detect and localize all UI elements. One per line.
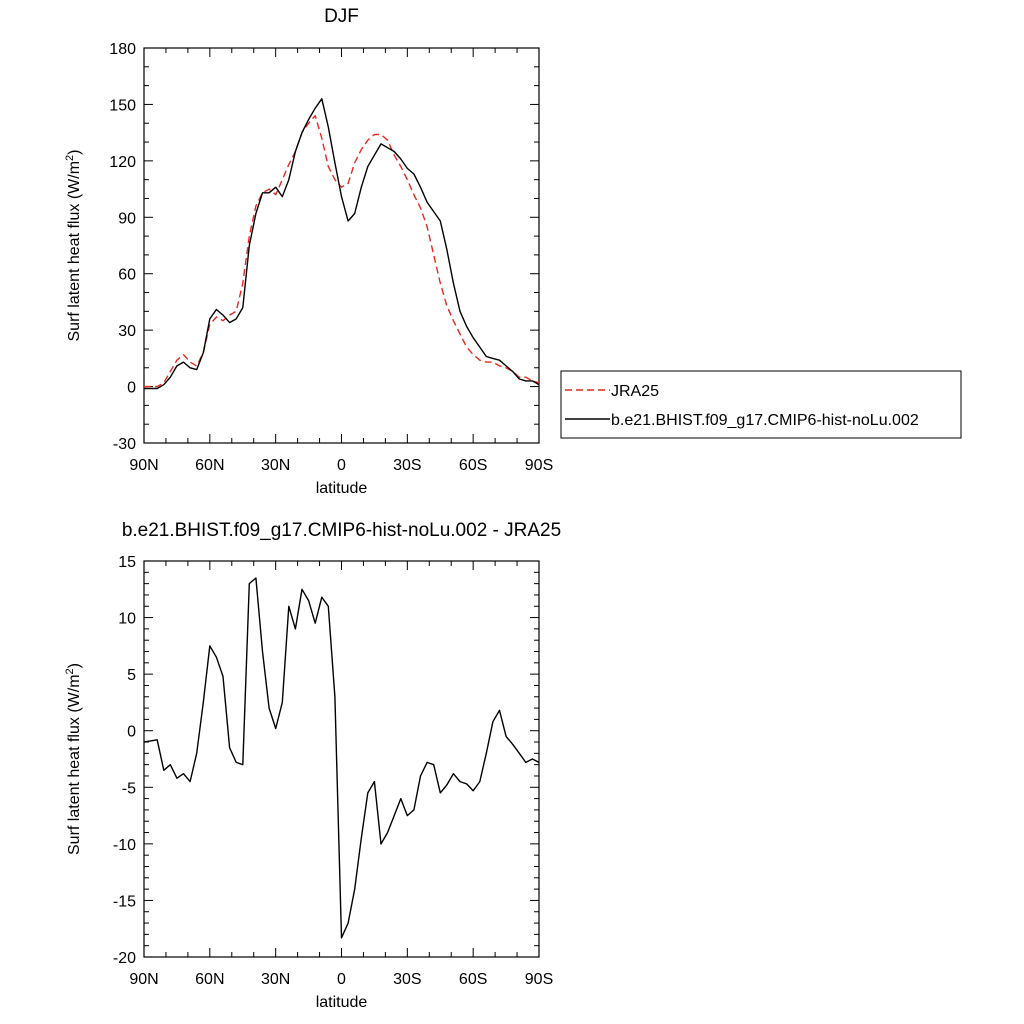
y-tick-label: 0 [127,724,136,741]
series-line-0 [144,114,540,388]
x-tick-label: 30N [261,457,290,474]
y-tick-label: 120 [109,154,136,171]
x-tick-label: 90S [525,971,553,988]
legend: JRA25 b.e21.BHIST.f09_g17.CMIP6-hist-noLu… [560,370,962,439]
y-axis-label-close: ) [66,150,83,155]
series-line-1 [144,98,540,390]
x-axis-label: latitude [316,994,368,1011]
y-tick-label: 60 [118,267,136,284]
y-tick-label: 180 [109,41,136,58]
legend-label-0: JRA25 [611,383,659,400]
y-tick-label: 150 [109,97,136,114]
y-axis-label-sup: 2 [64,155,76,161]
x-tick-label: 90N [129,457,158,474]
x-tick-label: 60S [459,971,487,988]
y-tick-label: 90 [118,210,136,227]
y-tick-label: -20 [113,950,136,967]
y-axis-label-text: Surf latent heat flux (W/m [66,161,83,342]
y-axis-label-close: ) [66,663,83,668]
x-tick-label: 30S [393,457,421,474]
chart-title: b.e21.BHIST.f09_g17.CMIP6-hist-noLu.002 … [122,520,561,541]
plot-frame [143,560,540,958]
plot-frame [143,47,540,444]
y-tick-label: -10 [113,837,136,854]
y-axis-label-sup: 2 [64,668,76,674]
y-tick-label: -15 [113,893,136,910]
y-tick-label: 5 [127,667,136,684]
x-tick-label: 60S [459,457,487,474]
x-tick-label: 90S [525,457,553,474]
y-tick-label: -5 [122,780,136,797]
legend-label-1: b.e21.BHIST.f09_g17.CMIP6-hist-noLu.002 [611,412,919,429]
y-tick-label: 15 [118,554,136,571]
x-tick-label: 30S [393,971,421,988]
y-tick-label: 10 [118,611,136,628]
x-tick-label: 60N [195,971,224,988]
y-tick-label: -30 [113,436,136,453]
y-axis-label-text: Surf latent heat flux (W/m [66,674,83,855]
series-line-0 [143,577,540,939]
y-tick-label: 30 [118,323,136,340]
x-tick-label: 0 [337,457,346,474]
x-tick-label: 60N [195,457,224,474]
y-axis-label: Surf latent heat flux (W/m2) [64,663,83,855]
legend-box [560,370,962,439]
chart-title: DJF [324,6,359,27]
x-axis-label: latitude [316,480,368,497]
y-axis-label: Surf latent heat flux (W/m2) [64,150,83,342]
chart-djf: DJF 180 150 120 90 60 30 0 -30 90N 60N 30N 0 30S 60S 90… [64,6,553,497]
chart-difference: b.e21.BHIST.f09_g17.CMIP6-hist-noLu.002 … [64,520,561,1011]
x-tick-label: 30N [261,971,290,988]
x-tick-label: 0 [337,971,346,988]
y-tick-label: 0 [127,380,136,397]
x-tick-label: 90N [129,971,158,988]
